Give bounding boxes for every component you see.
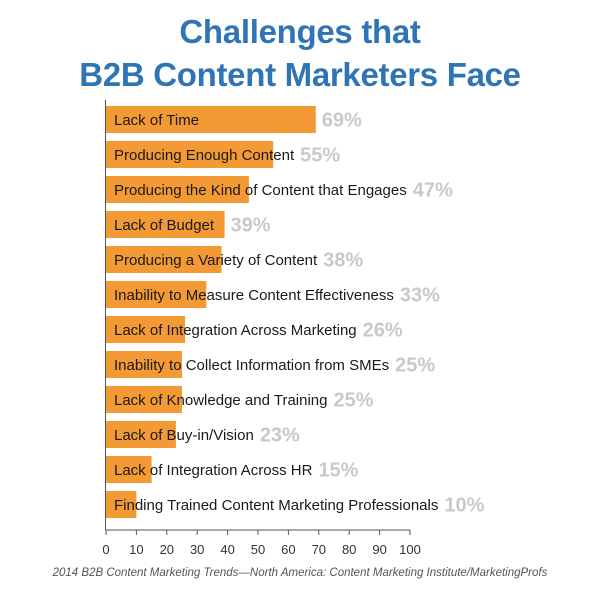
value-label: 69%: [322, 110, 362, 132]
x-tick-label: 70: [312, 542, 326, 557]
bar: [106, 456, 152, 483]
bar: [106, 141, 274, 168]
x-tick-label: 30: [190, 542, 204, 557]
bar: [106, 176, 249, 203]
category-label: Lack of Integration Across HR: [114, 462, 313, 479]
x-tick-label: 80: [342, 542, 356, 557]
bar: [106, 281, 207, 308]
x-tick-label: 60: [281, 542, 295, 557]
value-label: 47%: [413, 180, 453, 202]
x-tick-label: 90: [372, 542, 386, 557]
x-tick-label: 0: [102, 542, 109, 557]
x-tick-label: 10: [129, 542, 143, 557]
bar: [106, 386, 182, 413]
value-label: 23%: [260, 425, 300, 447]
value-label: 39%: [231, 215, 271, 237]
bar: [106, 106, 316, 133]
bar: [106, 316, 186, 343]
bar: [106, 421, 176, 448]
source-caption: 2014 B2B Content Marketing Trends—North …: [52, 567, 548, 579]
x-tick-label: 50: [251, 542, 265, 557]
category-label: Producing Enough Content: [114, 147, 295, 164]
category-label: Inability to Measure Content Effectivene…: [114, 287, 394, 304]
category-label: Producing a Variety of Content: [114, 252, 318, 269]
value-label: 10%: [444, 495, 484, 517]
chart-title-line-1: Challenges that: [179, 13, 421, 50]
category-label: Lack of Buy-in/Vision: [114, 427, 254, 444]
value-label: 33%: [400, 285, 440, 307]
bar: [106, 351, 182, 378]
category-label: Lack of Time: [114, 112, 199, 129]
value-label: 26%: [363, 320, 403, 342]
value-label: 25%: [395, 355, 435, 377]
bar: [106, 246, 222, 273]
value-label: 25%: [333, 390, 373, 412]
x-tick-label: 40: [220, 542, 234, 557]
category-label: Finding Trained Content Marketing Profes…: [114, 497, 438, 514]
category-label: Lack of Knowledge and Training: [114, 392, 327, 409]
category-label: Lack of Integration Across Marketing: [114, 322, 357, 339]
x-tick-label: 100: [399, 542, 421, 557]
category-label: Producing the Kind of Content that Engag…: [114, 182, 407, 199]
x-tick-label: 20: [160, 542, 174, 557]
bar: [106, 491, 137, 518]
value-label: 15%: [318, 460, 358, 482]
value-label: 38%: [323, 250, 363, 272]
category-label: Lack of Budget: [114, 217, 215, 234]
category-label: Inability to Collect Information from SM…: [114, 357, 389, 374]
chart-title-line-2: B2B Content Marketers Face: [79, 56, 521, 93]
value-label: 55%: [300, 145, 340, 167]
bar: [106, 211, 225, 238]
